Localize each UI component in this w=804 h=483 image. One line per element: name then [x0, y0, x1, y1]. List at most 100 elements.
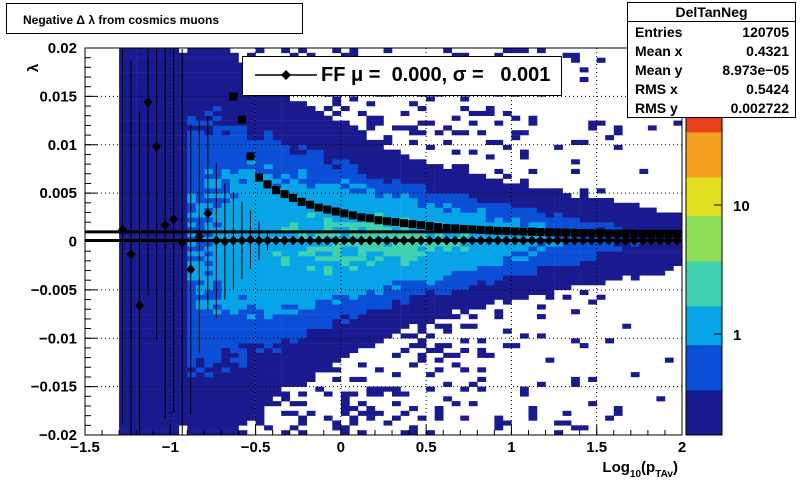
square-point	[655, 229, 664, 238]
heatmap-cell	[494, 212, 504, 218]
heatmap-cell	[144, 217, 154, 223]
heatmap-cell	[281, 135, 290, 141]
heatmap-cell	[136, 173, 145, 179]
heatmap-cell	[298, 381, 307, 387]
heatmap-cell	[127, 183, 137, 189]
heatmap-cell	[264, 222, 273, 228]
heatmap-cell	[178, 251, 188, 257]
heatmap-cell	[417, 207, 427, 213]
heatmap-cell	[281, 101, 290, 107]
heatmap-cell	[187, 338, 197, 344]
heatmap-cell	[230, 135, 239, 141]
heatmap-cell	[511, 130, 521, 136]
heatmap-cell	[144, 381, 154, 387]
heatmap-cell	[238, 125, 248, 131]
heatmap-cell	[281, 430, 290, 436]
heatmap-cell	[247, 372, 256, 378]
heatmap-cell	[204, 396, 214, 402]
heatmap-cell	[332, 347, 342, 353]
heatmap-cell	[332, 125, 342, 131]
heatmap-cell	[255, 347, 265, 353]
heatmap-cell	[537, 193, 546, 199]
heatmap-cell	[298, 314, 307, 320]
heatmap-cell	[281, 96, 290, 102]
heatmap-cell	[477, 338, 487, 344]
heatmap-cell	[443, 270, 452, 276]
heatmap-cell	[477, 376, 487, 382]
heatmap-cell	[383, 173, 393, 179]
heatmap-cell	[417, 164, 427, 170]
heatmap-cell	[613, 406, 623, 412]
heatmap-cell	[238, 415, 248, 421]
heatmap-cell	[281, 357, 290, 363]
heatmap-cell	[673, 227, 683, 233]
heatmap-cell	[315, 193, 325, 199]
heatmap-cell	[272, 285, 282, 291]
heatmap-cell	[434, 183, 444, 189]
heatmap-cell	[366, 343, 376, 349]
heatmap-cell	[417, 270, 427, 276]
heatmap-cell	[494, 294, 504, 300]
heatmap-cell	[451, 246, 461, 252]
heatmap-cell	[306, 285, 316, 291]
heatmap-cell	[153, 323, 162, 329]
colorbar: 101	[685, 47, 750, 436]
heatmap-cell	[443, 193, 452, 199]
heatmap-cell	[255, 391, 265, 397]
colorbar-segment	[686, 222, 722, 230]
heatmap-cell	[443, 328, 452, 334]
stats-row: RMS y 0.002722	[628, 98, 795, 117]
heatmap-cell	[451, 168, 461, 174]
heatmap-cell	[161, 347, 171, 353]
heatmap-cell	[520, 386, 529, 392]
ff-point	[237, 235, 247, 246]
heatmap-cell	[119, 72, 128, 78]
heatmap-cell	[392, 415, 401, 421]
heatmap-cell	[664, 217, 674, 223]
heatmap-cell	[562, 265, 572, 271]
heatmap-cell	[161, 135, 171, 141]
heatmap-cell	[195, 275, 205, 281]
data-marks	[85, 48, 682, 435]
heatmap-cell	[460, 265, 470, 271]
heatmap-cell	[238, 372, 248, 378]
heatmap-cell	[571, 260, 580, 266]
heatmap-cell	[272, 323, 282, 329]
heatmap-cell	[392, 275, 401, 281]
heatmap-cell	[409, 125, 418, 131]
heatmap-cell	[195, 323, 205, 329]
heatmap-cell	[144, 280, 154, 286]
heatmap-cell	[127, 198, 137, 204]
heatmap-cell	[144, 367, 154, 373]
heatmap-cell	[673, 222, 683, 228]
heatmap-cell	[230, 231, 239, 237]
heatmap-cell	[383, 256, 393, 262]
heatmap-cell	[340, 280, 350, 286]
colorbar-segment	[686, 247, 722, 255]
heatmap-cell	[178, 198, 188, 204]
heatmap-cell	[230, 289, 239, 295]
heatmap-cell	[306, 299, 316, 305]
heatmap-cell	[255, 125, 265, 131]
heatmap-cell	[451, 188, 461, 194]
heatmap-cell	[545, 270, 555, 276]
heatmap-cell	[340, 430, 350, 436]
heatmap-cell	[221, 77, 231, 83]
heatmap-cell	[443, 299, 452, 305]
heatmap-cell	[161, 168, 171, 174]
heatmap-cell	[383, 164, 393, 170]
heatmap-cell	[409, 183, 418, 189]
heatmap-cell	[306, 115, 316, 121]
heatmap-cell	[468, 173, 478, 179]
heatmap-cell	[537, 333, 546, 339]
stats-key: RMS y	[635, 100, 678, 116]
heatmap-cell	[170, 106, 180, 112]
heatmap-cell	[195, 212, 205, 218]
heatmap-cell	[485, 280, 495, 286]
heatmap-cell	[417, 280, 427, 286]
heatmap-cell	[511, 183, 521, 189]
heatmap-cell	[187, 415, 197, 421]
heatmap-cell	[204, 198, 214, 204]
heatmap-cell	[357, 275, 367, 281]
heatmap-cell	[238, 231, 248, 237]
